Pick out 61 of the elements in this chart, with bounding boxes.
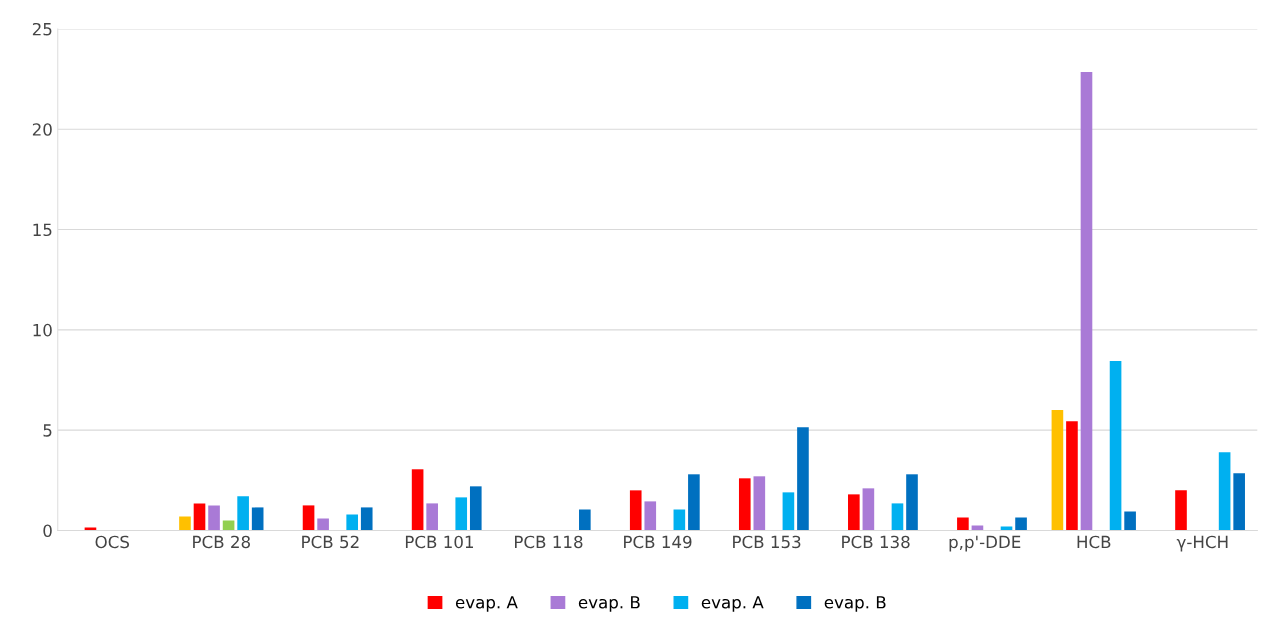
- bar: [957, 517, 969, 531]
- bar: [317, 518, 329, 531]
- bar: [237, 496, 249, 531]
- bar: [455, 497, 468, 531]
- y-tick-label: 15: [33, 223, 52, 237]
- bar: [426, 503, 438, 531]
- bar: [906, 474, 918, 531]
- bar: [971, 525, 984, 531]
- bar: [1015, 517, 1027, 531]
- bar: [673, 509, 686, 531]
- bar: [644, 501, 657, 531]
- bar: [84, 527, 97, 531]
- x-tick-label: HCB: [1077, 535, 1111, 549]
- bar: [1080, 72, 1093, 531]
- bar: [1066, 421, 1078, 531]
- bar: [193, 503, 206, 531]
- bar: [753, 476, 766, 531]
- bar: [738, 478, 751, 531]
- x-tick-label: PCB 138: [842, 535, 910, 549]
- bar: [891, 503, 904, 531]
- bar: [782, 492, 795, 531]
- legend-label: evap. A: [455, 596, 518, 612]
- bar: [346, 514, 358, 531]
- bar: [1000, 526, 1013, 531]
- x-tick-label: OCS: [95, 535, 129, 549]
- x-tick-label: PCB 118: [515, 535, 583, 549]
- bar: [797, 427, 809, 531]
- y-tick-label: 25: [32, 22, 52, 36]
- legend-label: evap. B: [578, 596, 640, 612]
- bar: [862, 488, 875, 531]
- y-tick-label: 0: [43, 524, 52, 538]
- bar: [1124, 511, 1136, 531]
- bar: [251, 507, 264, 531]
- y-tick-label: 20: [32, 123, 52, 136]
- bar: [688, 474, 700, 531]
- x-tick-label: PCB 52: [302, 535, 359, 549]
- bar: [360, 507, 373, 531]
- x-tick-label: PCB 153: [733, 535, 801, 549]
- bar: [222, 520, 235, 531]
- bar: [1051, 410, 1064, 531]
- bar: [629, 490, 642, 531]
- bar: [411, 469, 424, 531]
- y-tick-label: 10: [33, 323, 52, 337]
- legend-label: evap. A: [701, 596, 764, 612]
- bar: [848, 494, 860, 531]
- bar: [179, 516, 191, 531]
- bar: [208, 505, 220, 531]
- bar: [579, 509, 591, 531]
- y-tick-label: 5: [43, 424, 52, 437]
- legend-label: evap. B: [824, 596, 886, 612]
- x-tick-label: PCB 149: [624, 535, 692, 549]
- x-tick-label: PCB 28: [193, 535, 250, 549]
- x-tick-label: γ-HCH: [1176, 535, 1228, 552]
- bar: [1233, 473, 1245, 531]
- bar: [1109, 360, 1122, 531]
- bar: [1218, 452, 1231, 531]
- bar: [469, 486, 482, 531]
- x-tick-label: PCB 101: [405, 535, 473, 549]
- x-tick-label: p,p'-DDE: [949, 535, 1021, 552]
- bar: [1175, 490, 1187, 531]
- bar: [302, 505, 315, 531]
